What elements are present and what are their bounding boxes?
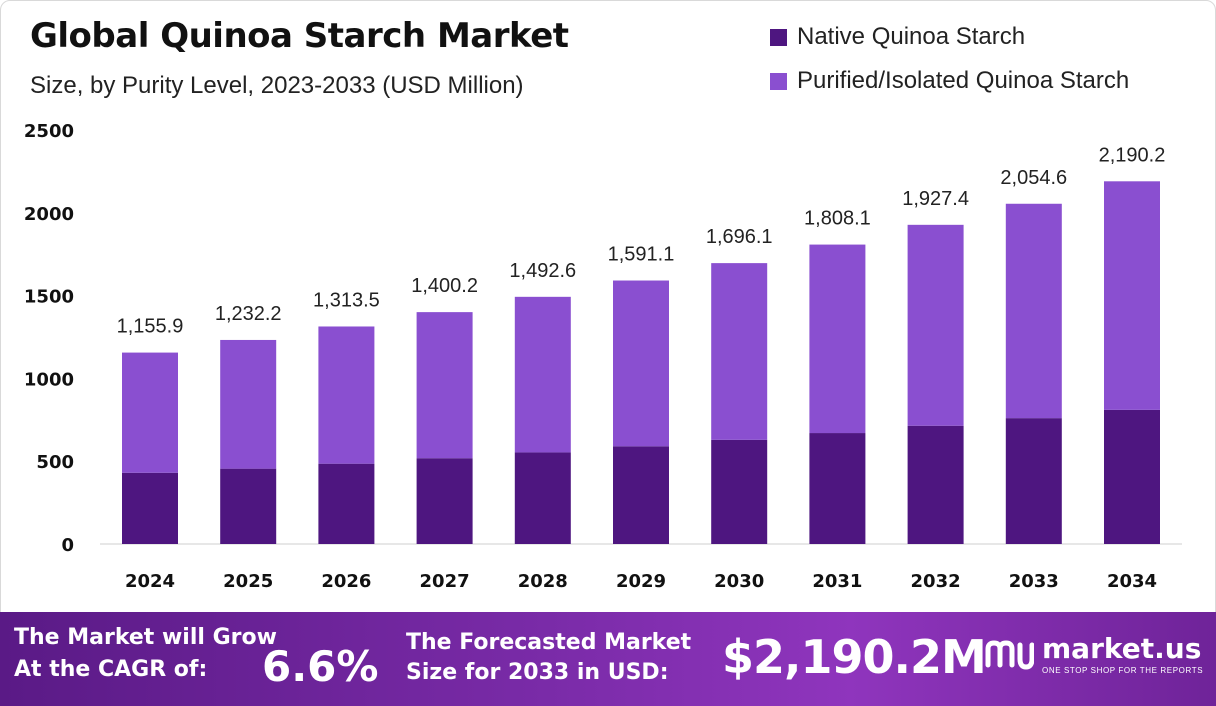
bar-purified-segment xyxy=(907,224,964,426)
forecast-value: $2,190.2M xyxy=(722,630,987,684)
legend-label-native: Native Quinoa Starch xyxy=(797,23,1026,50)
legend-swatch-native xyxy=(770,28,787,46)
bar-native-segment xyxy=(220,468,277,544)
x-tick-label: 2026 xyxy=(321,571,371,592)
x-tick-label: 2034 xyxy=(1107,571,1157,592)
bar-native-segment xyxy=(318,463,375,544)
bar-total-label: 1,492.6 xyxy=(509,260,576,282)
y-tick-label: 2000 xyxy=(24,204,74,225)
x-tick-label: 2024 xyxy=(125,571,175,592)
bar-native-segment xyxy=(907,425,964,544)
bar-purified-segment xyxy=(220,339,277,469)
y-tick-label: 2500 xyxy=(24,121,74,142)
x-tick-label: 2027 xyxy=(420,571,470,592)
bar-native-segment xyxy=(809,433,866,544)
y-tick-label: 1000 xyxy=(24,369,74,390)
x-tick-label: 2028 xyxy=(518,571,568,592)
bar-purified-segment xyxy=(1104,181,1160,410)
brand-text: market.us ONE STOP SHOP FOR THE REPORTS xyxy=(1042,632,1204,676)
legend-label-purified: Purified/Isolated Quinoa Starch xyxy=(797,67,1130,94)
x-tick-label: 2032 xyxy=(911,571,961,592)
bar-total-label: 1,155.9 xyxy=(117,316,184,338)
bar-total-label: 2,054.6 xyxy=(1000,167,1067,189)
bar-total-label: 1,400.2 xyxy=(411,275,478,297)
bar-purified-segment xyxy=(318,326,375,464)
y-tick-label: 1500 xyxy=(24,287,74,308)
chart-subtitle: Size, by Purity Level, 2023-2033 (USD Mi… xyxy=(30,72,524,99)
bar-purified-segment xyxy=(613,280,669,447)
chart-title: Global Quinoa Starch Market xyxy=(30,16,569,56)
x-tick-label: 2029 xyxy=(616,571,666,592)
bar-native-segment xyxy=(122,472,178,544)
bar-native-segment xyxy=(1005,418,1062,544)
bar-purified-segment xyxy=(711,263,768,440)
legend-item-purified: Purified/Isolated Quinoa Starch xyxy=(770,66,1129,96)
stacked-bar-chart: 0 500 1000 1500 2000 2500 1,155.9 2024 1,232.2 20… xyxy=(24,121,1182,592)
bar-native-segment xyxy=(514,452,571,544)
footer-banner: The Market will Grow At the CAGR of: 6.6… xyxy=(0,612,1216,706)
y-tick-label: 0 xyxy=(61,535,74,556)
bar-purified-segment xyxy=(122,352,178,473)
bar-total-label: 1,927.4 xyxy=(902,188,969,210)
bar-total-label: 1,232.2 xyxy=(215,303,282,325)
bar-purified-segment xyxy=(416,312,473,459)
x-tick-label: 2033 xyxy=(1009,571,1059,592)
brand-logo[interactable]: market.us ONE STOP SHOP FOR THE REPORTS xyxy=(984,634,1203,675)
legend-item-native: Native Quinoa Starch xyxy=(770,22,1129,52)
brand-name: market.us xyxy=(1042,632,1202,665)
bar-total-label: 1,808.1 xyxy=(804,208,871,230)
forecast-text: The Forecasted Market Size for 2033 in U… xyxy=(406,630,692,685)
x-tick-label: 2031 xyxy=(812,571,862,592)
bar-purified-segment xyxy=(809,244,866,434)
bar-purified-segment xyxy=(514,296,571,453)
brand-tagline: ONE STOP SHOP FOR THE REPORTS xyxy=(1042,666,1204,675)
bar-total-label: 1,591.1 xyxy=(608,244,675,266)
market-us-logo-icon xyxy=(985,639,1034,670)
bar-total-label: 2,190.2 xyxy=(1099,144,1166,166)
legend-swatch-purified xyxy=(770,72,787,90)
bar-native-segment xyxy=(416,458,473,544)
legend: Native Quinoa Starch Purified/Isolated Q… xyxy=(770,22,1129,110)
x-tick-label: 2025 xyxy=(223,571,273,592)
bar-native-segment xyxy=(613,446,669,544)
bar-native-segment xyxy=(711,439,768,544)
x-tick-label: 2030 xyxy=(714,571,764,592)
cagr-value: 6.6% xyxy=(262,642,379,691)
bar-total-label: 1,313.5 xyxy=(313,289,380,311)
bar-native-segment xyxy=(1104,409,1160,544)
bar-purified-segment xyxy=(1005,203,1062,419)
cagr-text: The Market will Grow At the CAGR of: xyxy=(14,625,277,682)
bar-total-label: 1,696.1 xyxy=(706,226,773,248)
y-tick-label: 500 xyxy=(36,452,74,473)
